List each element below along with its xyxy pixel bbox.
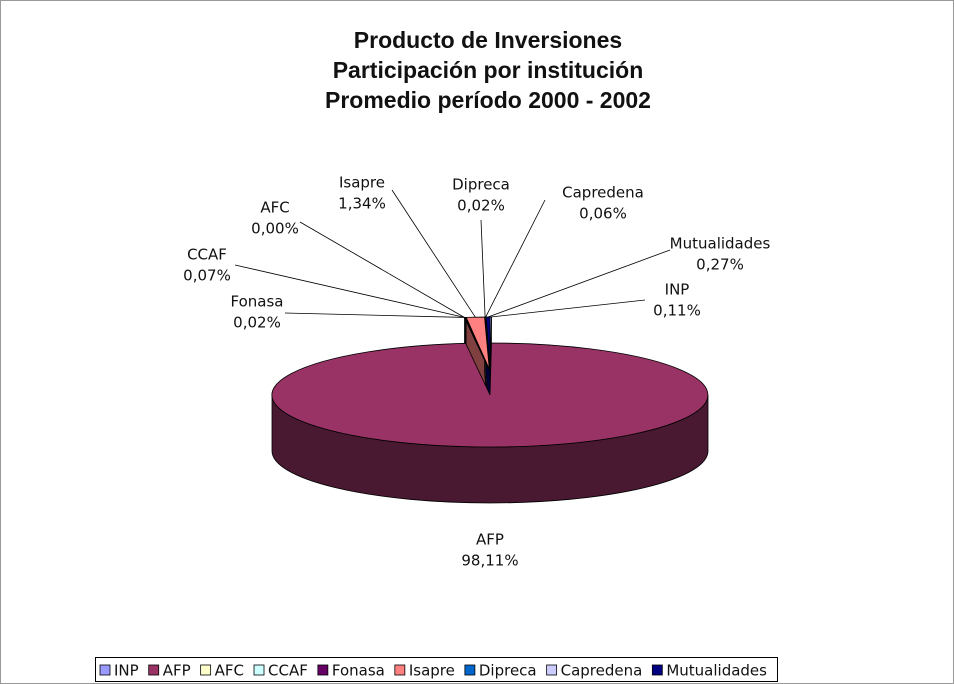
data-label: 0,06%	[579, 205, 627, 223]
leader-line	[485, 199, 546, 318]
legend-swatch	[317, 664, 329, 676]
data-label: 0,27%	[696, 256, 744, 274]
legend-label: INP	[114, 662, 139, 680]
legend-label: Fonasa	[332, 662, 385, 680]
chart-title: Promedio período 2000 - 2002	[325, 87, 651, 113]
data-label-name: CCAF	[187, 246, 227, 264]
leader-line	[487, 249, 671, 318]
chart-title: Producto de Inversiones	[354, 27, 622, 53]
legend-swatch	[148, 664, 160, 676]
legend-label: Isapre	[409, 662, 455, 680]
legend-label: Capredena	[561, 662, 643, 680]
legend-swatch	[200, 664, 212, 676]
leader-line	[480, 219, 486, 318]
leader-line	[391, 189, 476, 318]
slice	[271, 342, 709, 448]
leader-line	[299, 221, 465, 318]
data-label-name: AFC	[260, 199, 289, 217]
legend-label: AFC	[215, 662, 244, 680]
leader-line	[234, 264, 466, 318]
legend-label: AFP	[163, 662, 191, 680]
data-label: 0,02%	[233, 314, 281, 332]
data-label: 1,34%	[338, 195, 386, 213]
legend-swatch	[546, 664, 558, 676]
chart-title: Participación por institución	[333, 57, 644, 83]
slice	[465, 316, 490, 370]
leader-line	[490, 299, 646, 318]
legend-swatch	[99, 664, 111, 676]
data-label-name: Isapre	[339, 174, 385, 192]
data-label-name: Capredena	[562, 184, 644, 202]
data-label: 0,02%	[457, 197, 505, 215]
data-label: 0,07%	[183, 267, 231, 285]
legend-label: Dipreca	[479, 662, 537, 680]
data-label-name: Fonasa	[231, 293, 284, 311]
legend-swatch	[464, 664, 476, 676]
legend-label: Mutualidades	[666, 662, 767, 680]
data-label: 0,00%	[251, 220, 299, 238]
data-label-name: INP	[665, 281, 690, 299]
legend-swatch	[651, 664, 663, 676]
data-label-name: Dipreca	[452, 176, 510, 194]
legend-label: CCAF	[268, 662, 308, 680]
data-label-name: AFP	[476, 531, 504, 549]
data-label: 0,11%	[653, 302, 701, 320]
leader-line	[284, 312, 466, 318]
legend-swatch	[253, 664, 265, 676]
data-label-name: Mutualidades	[670, 235, 771, 253]
data-label: 98,11%	[461, 552, 518, 570]
legend-swatch	[394, 664, 406, 676]
